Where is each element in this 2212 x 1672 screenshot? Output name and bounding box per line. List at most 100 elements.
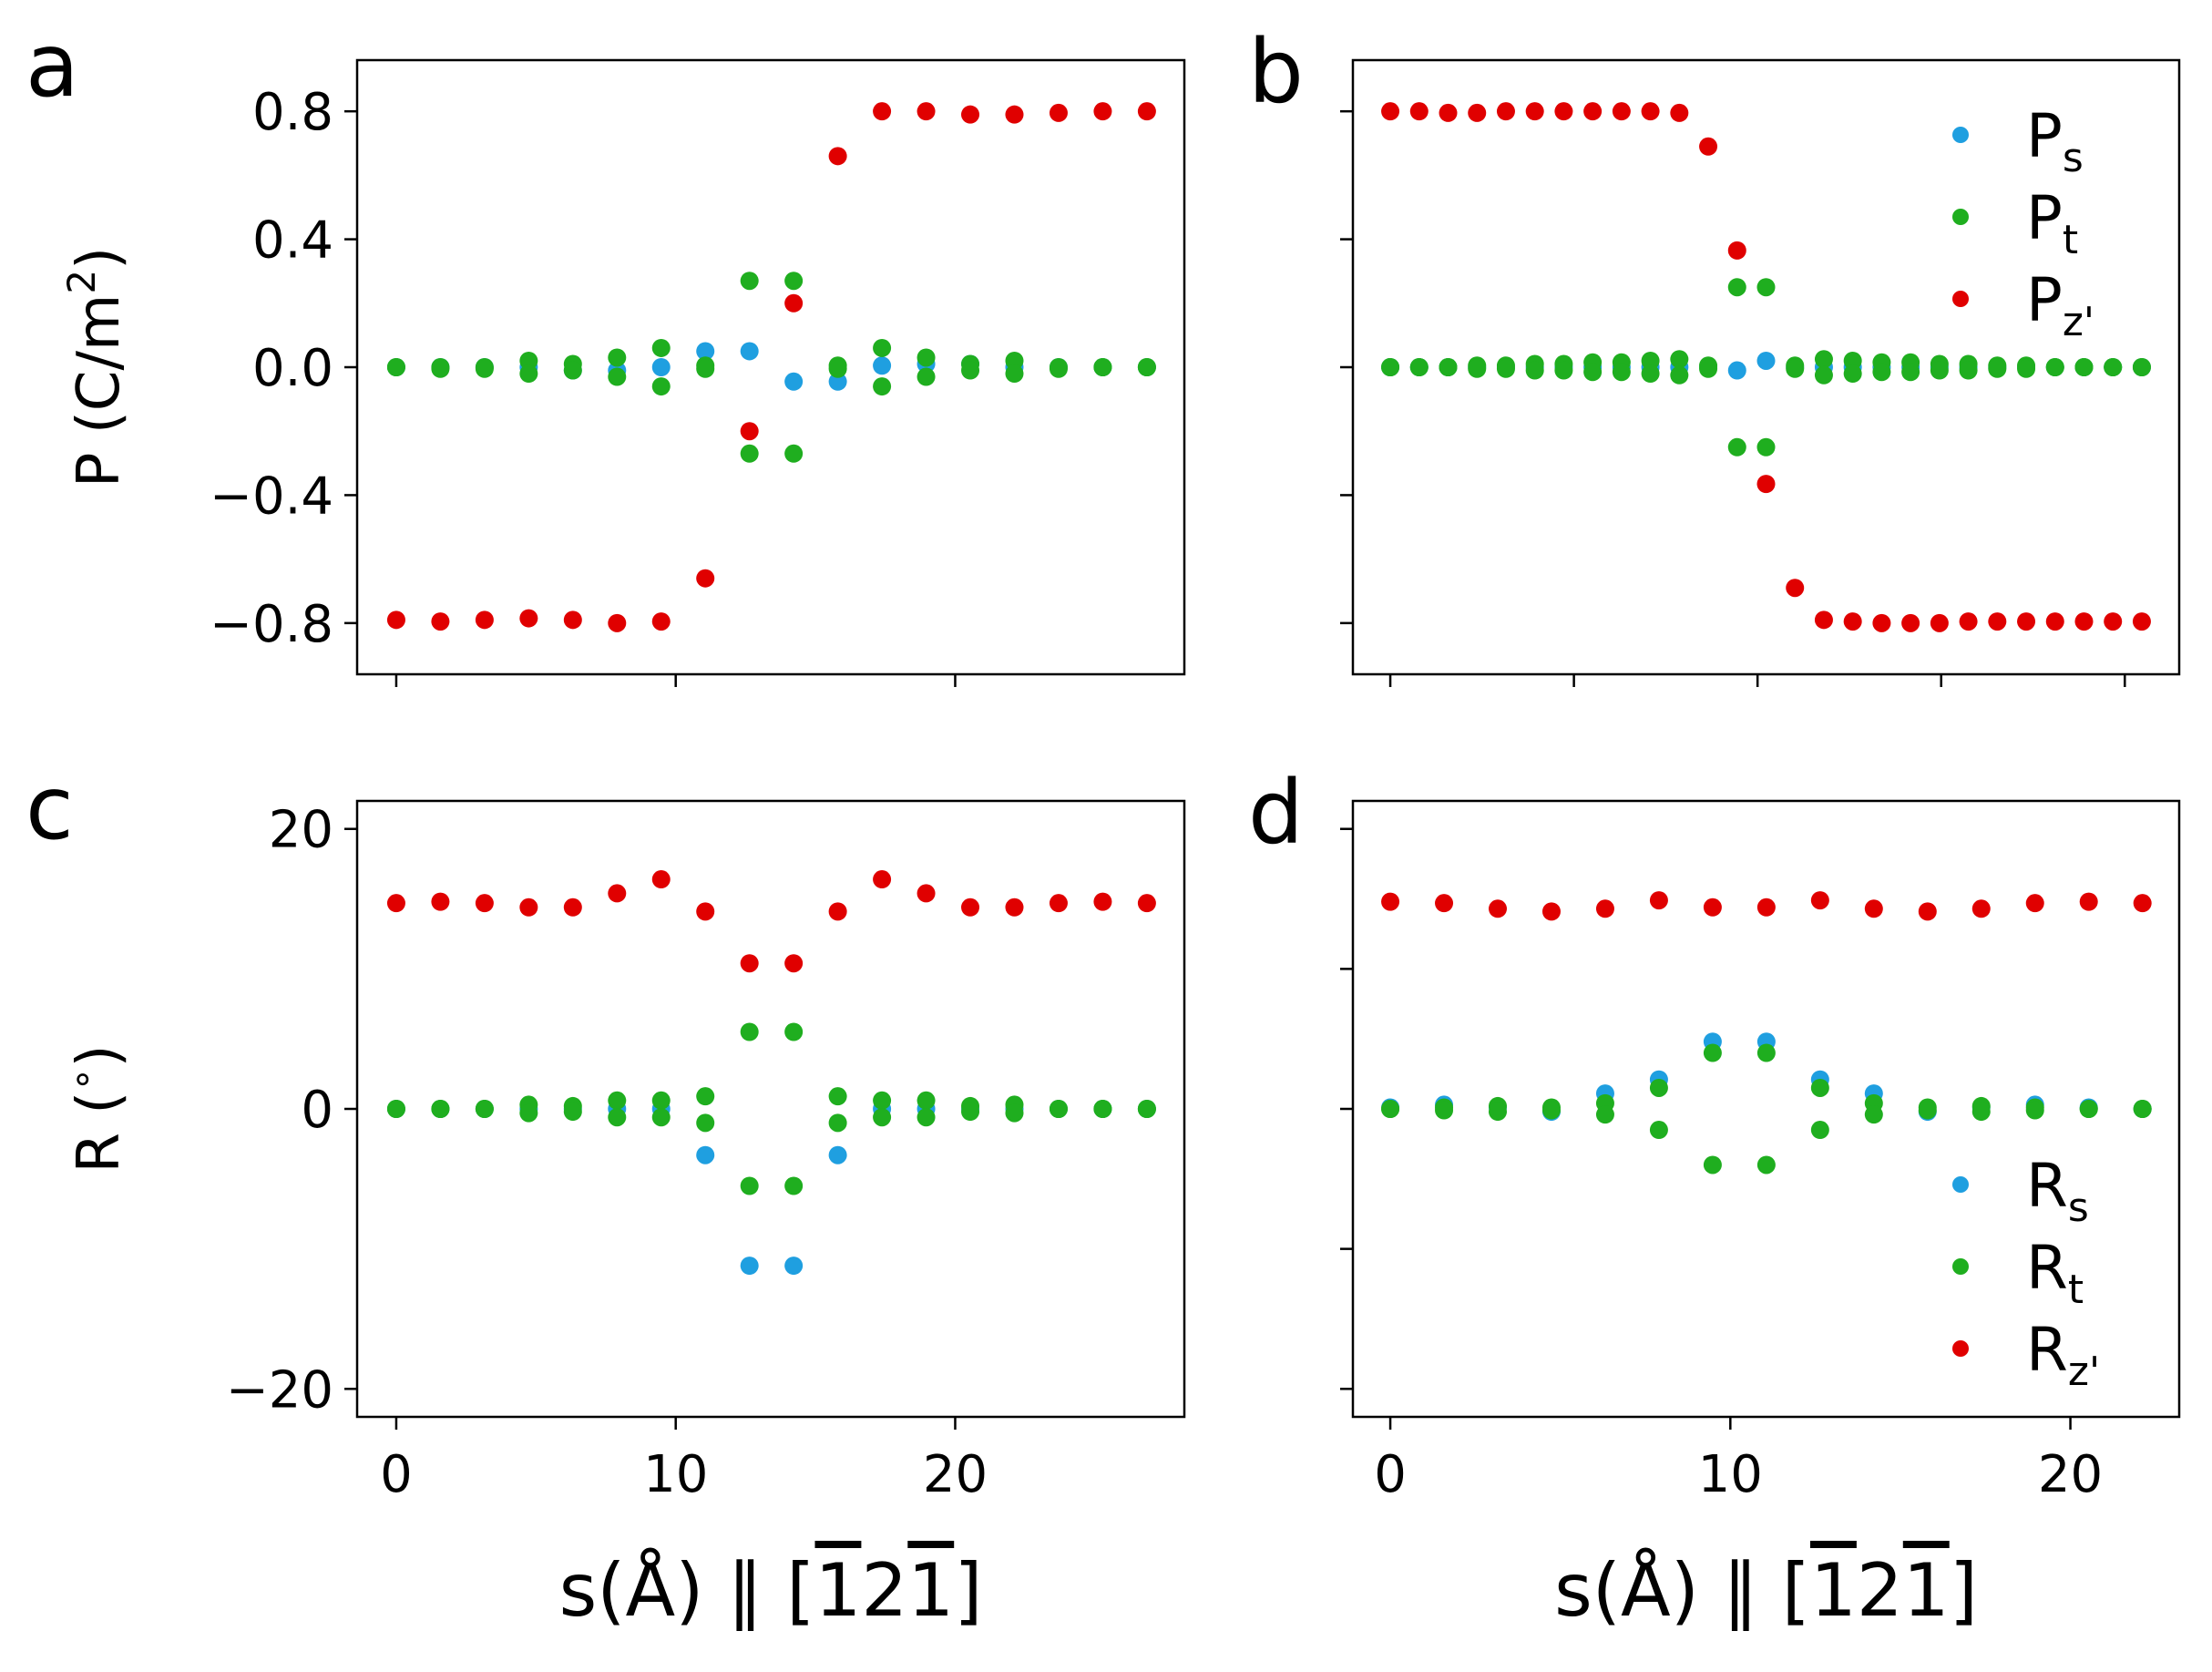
data-point-z bbox=[475, 894, 494, 913]
x-tick-label: 10 bbox=[1698, 1445, 1763, 1504]
data-point-t bbox=[873, 338, 892, 357]
data-point-z bbox=[1583, 102, 1603, 121]
data-point-t bbox=[740, 444, 759, 463]
data-point-t bbox=[873, 377, 892, 396]
data-point-z bbox=[431, 612, 450, 631]
data-point-z bbox=[1381, 102, 1400, 121]
data-point-s bbox=[828, 372, 847, 391]
data-point-z bbox=[1971, 899, 1991, 918]
data-point-t bbox=[431, 359, 450, 378]
data-point-s bbox=[740, 1257, 759, 1276]
data-point-t bbox=[917, 1108, 936, 1127]
data-point-t bbox=[1595, 1105, 1614, 1124]
data-point-z bbox=[2017, 612, 2036, 631]
data-point-t bbox=[1641, 364, 1660, 384]
data-point-t bbox=[386, 1100, 405, 1118]
data-point-z bbox=[1049, 103, 1068, 122]
data-point-z bbox=[386, 894, 405, 913]
data-point-t bbox=[2025, 1101, 2044, 1120]
data-point-t bbox=[1641, 351, 1660, 370]
data-point-t bbox=[1864, 1105, 1883, 1124]
x-tick-label: 0 bbox=[380, 1445, 413, 1504]
data-point-t bbox=[784, 272, 804, 291]
data-point-t bbox=[828, 1087, 847, 1106]
data-point-z bbox=[873, 102, 892, 121]
y-tick-label: 0.4 bbox=[252, 211, 333, 271]
data-point-z bbox=[1901, 613, 1920, 632]
y-tick-label: 20 bbox=[269, 801, 333, 860]
data-point-z bbox=[1439, 103, 1458, 122]
data-point-t bbox=[1049, 1100, 1068, 1118]
data-point-z bbox=[519, 609, 538, 628]
data-point-z bbox=[1756, 898, 1776, 917]
data-point-z bbox=[431, 892, 450, 911]
legend-marker-s bbox=[1952, 127, 1969, 143]
data-point-t bbox=[1612, 363, 1631, 382]
data-point-t bbox=[1843, 364, 1862, 384]
data-point-t bbox=[1137, 358, 1156, 376]
legend-label-z: Rz' bbox=[2026, 1315, 2100, 1395]
data-point-z bbox=[1988, 612, 2007, 631]
data-point-t bbox=[1439, 358, 1458, 376]
legend-marker-z bbox=[1952, 291, 1969, 307]
data-point-z bbox=[1093, 892, 1112, 911]
data-point-t bbox=[1137, 1100, 1156, 1118]
data-point-z bbox=[651, 870, 671, 889]
data-point-z bbox=[1049, 894, 1068, 913]
data-point-z bbox=[1005, 898, 1024, 917]
data-point-t bbox=[740, 272, 759, 291]
y-tick-label: 0.8 bbox=[252, 83, 333, 142]
data-point-s bbox=[784, 1257, 804, 1276]
data-point-z bbox=[563, 610, 582, 630]
data-point-t bbox=[608, 1091, 627, 1110]
data-point-t bbox=[1727, 278, 1746, 297]
data-point-z bbox=[1959, 612, 1978, 631]
panel-a: −0.8 −0.4 0.0 0.4 0.8 a P (C/m2) bbox=[26, 15, 1186, 687]
data-point-z bbox=[696, 902, 715, 921]
data-point-z bbox=[1496, 102, 1515, 121]
data-point-t bbox=[1093, 358, 1112, 376]
data-point-z bbox=[961, 105, 980, 124]
data-point-z bbox=[917, 102, 936, 121]
data-point-t bbox=[1971, 1103, 1991, 1122]
data-point-s bbox=[1756, 351, 1776, 370]
data-point-z bbox=[1699, 137, 1718, 156]
legend-marker-t bbox=[1952, 1258, 1969, 1275]
data-point-z bbox=[2074, 612, 2094, 631]
data-point-t bbox=[563, 1103, 582, 1122]
legend-label-t: Rt bbox=[2026, 1233, 2084, 1313]
data-point-z bbox=[1670, 103, 1689, 122]
data-point-t bbox=[431, 1100, 450, 1118]
data-point-z bbox=[1649, 891, 1668, 910]
data-point-t bbox=[519, 351, 538, 370]
data-point-t bbox=[1699, 359, 1718, 378]
data-point-t bbox=[873, 1091, 892, 1110]
data-point-t bbox=[1756, 437, 1776, 456]
data-point-t bbox=[608, 348, 627, 367]
data-point-t bbox=[1525, 361, 1544, 380]
data-point-t bbox=[2017, 359, 2036, 378]
data-point-t bbox=[1005, 351, 1024, 370]
data-point-t bbox=[828, 359, 847, 378]
x-tick-label: 20 bbox=[923, 1445, 988, 1504]
data-point-s bbox=[696, 1145, 715, 1164]
data-point-z bbox=[1918, 902, 1937, 921]
data-point-s bbox=[740, 342, 759, 361]
y-tick-label: −20 bbox=[226, 1360, 333, 1420]
data-point-z bbox=[828, 147, 847, 166]
data-point-z bbox=[696, 569, 715, 588]
data-point-t bbox=[651, 338, 671, 357]
data-point-z bbox=[563, 898, 582, 917]
data-point-t bbox=[1049, 359, 1068, 378]
data-point-t bbox=[475, 359, 494, 378]
data-point-t bbox=[1583, 363, 1603, 382]
data-point-z bbox=[1137, 102, 1156, 121]
x-tick-label: 10 bbox=[643, 1445, 708, 1504]
data-point-t bbox=[1381, 358, 1400, 376]
x-axis-label: s(Å) ∥ [121] bbox=[1554, 1547, 1978, 1633]
legend-marker-s bbox=[1952, 1176, 1969, 1193]
y-axis-label: P (C/m2) bbox=[59, 247, 133, 487]
data-point-z bbox=[1810, 891, 1829, 910]
data-point-z bbox=[608, 613, 627, 632]
